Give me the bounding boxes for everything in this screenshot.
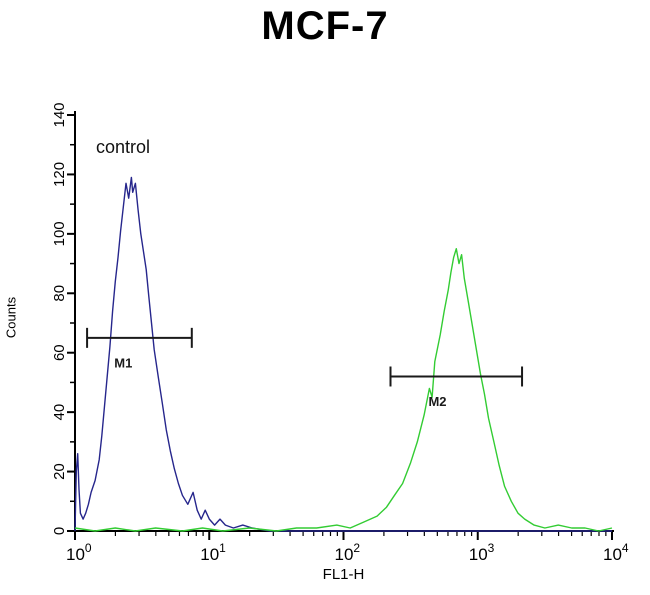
chart-title: MCF-7	[261, 4, 389, 48]
control-annotation: control	[96, 137, 151, 157]
x-tick-label: 100	[66, 541, 92, 564]
y-tick-label: 80	[51, 285, 68, 302]
y-tick-label: 0	[51, 527, 68, 535]
y-tick-label: 120	[51, 162, 68, 187]
x-tick-label: 103	[469, 541, 495, 564]
y-tick-label: 40	[51, 404, 68, 421]
gate-M1-label: M1	[114, 356, 132, 371]
x-tick-label: 101	[200, 541, 226, 564]
x-tick-label: 102	[335, 541, 361, 564]
series-green_sample_curve	[74, 247, 613, 532]
y-tick-label: 60	[51, 344, 68, 361]
x-axis-label: FL1-H	[322, 566, 365, 583]
y-tick-label: 140	[51, 102, 68, 127]
y-tick-label: 20	[51, 463, 68, 480]
y-tick-label: 100	[51, 221, 68, 246]
gate-M2-label: M2	[428, 394, 446, 409]
series-blue_control_curve	[74, 176, 612, 532]
x-tick-label: 104	[603, 541, 629, 564]
